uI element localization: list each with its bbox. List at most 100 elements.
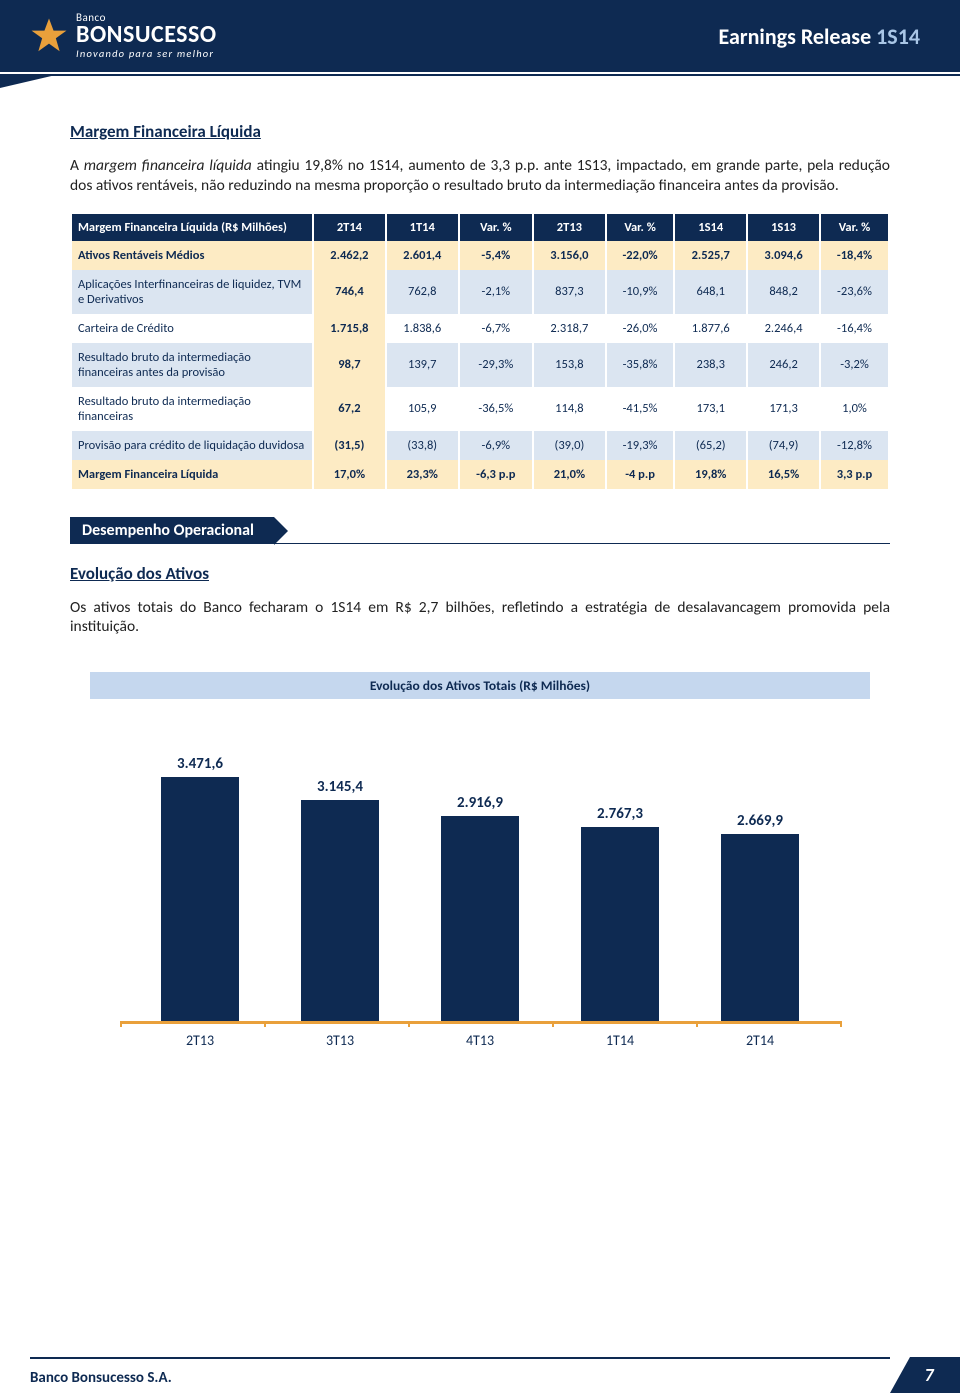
bar-rect [581,827,659,1021]
cell: 2.462,2 [314,241,385,270]
table-row: Ativos Rentáveis Médios2.462,22.601,4-5,… [72,241,888,270]
table-row: Provisão para crédito de liquidação duvi… [72,431,888,460]
bar-item: 3.145,4 [277,778,403,1021]
cell: 173,1 [675,387,746,431]
cell: 23,3% [387,460,458,489]
cell: 3.094,6 [748,241,819,270]
row-label: Margem Financeira Líquida [72,460,312,489]
th-col: Var. % [607,214,674,241]
table-body: Ativos Rentáveis Médios2.462,22.601,4-5,… [72,241,888,489]
cell: 746,4 [314,270,385,314]
axis-tick [552,1021,554,1027]
cell: 16,5% [748,460,819,489]
section-ribbon: Desempenho Operacional [70,517,890,545]
cell: 238,3 [675,343,746,387]
logo-text: Banco BONSUCESSO Inovando para ser melho… [76,12,217,60]
axis-tick [840,1021,842,1027]
cell: 171,3 [748,387,819,431]
cell: -29,3% [460,343,532,387]
page-number: 7 [924,1364,933,1386]
section-title-margem: Margem Financeira Líquida [70,121,890,142]
cell: -23,6% [821,270,888,314]
cell: 105,9 [387,387,458,431]
cell: 2.246,4 [748,314,819,343]
row-label: Provisão para crédito de liquidação duvi… [72,431,312,460]
cell: -16,4% [821,314,888,343]
star-icon [30,17,68,55]
cell: 1.715,8 [314,314,385,343]
cell: (33,8) [387,431,458,460]
bar-item: 2.916,9 [417,794,543,1021]
cell: 648,1 [675,270,746,314]
cell: 2.525,7 [675,241,746,270]
table-margem: Margem Financeira Líquida (R$ Milhões) 2… [70,214,890,489]
bar-item: 2.669,9 [697,812,823,1022]
cell: 2.601,4 [387,241,458,270]
cell: -36,5% [460,387,532,431]
cell: 1.838,6 [387,314,458,343]
cell: (74,9) [748,431,819,460]
cell: -22,0% [607,241,674,270]
x-label: 3T13 [277,1032,403,1049]
row-label: Carteira de Crédito [72,314,312,343]
cell: -35,8% [607,343,674,387]
cell: -2,1% [460,270,532,314]
th-col: 1S14 [675,214,746,241]
chart-plot-area: 3.471,6 3.145,4 2.916,9 2.767,3 2.669,9 [120,734,840,1024]
cell: -10,9% [607,270,674,314]
cell: -6,9% [460,431,532,460]
row-label: Aplicações Interfinanceiras de liquidez,… [72,270,312,314]
table-row: Margem Financeira Líquida17,0%23,3%-6,3 … [72,460,888,489]
cell: (39,0) [534,431,605,460]
cell: -6,3 p.p [460,460,532,489]
row-label: Resultado bruto da intermediação finance… [72,387,312,431]
cell: 19,8% [675,460,746,489]
release-title: Earnings Release 1S14 [719,23,921,50]
page-content: Margem Financeira Líquida A margem finan… [0,76,960,1064]
cell: 848,2 [748,270,819,314]
table-header-row: Margem Financeira Líquida (R$ Milhões) 2… [72,214,888,241]
logo-brand: BONSUCESSO [76,23,217,47]
cell: 21,0% [534,460,605,489]
bar-item: 2.767,3 [557,805,683,1021]
row-label: Resultado bruto da intermediação finance… [72,343,312,387]
cell: 837,3 [534,270,605,314]
para-margem: A margem financeira líquida atingiu 19,8… [70,156,890,196]
x-label: 4T13 [417,1032,543,1049]
th-col: Var. % [460,214,532,241]
cell: 1.877,6 [675,314,746,343]
ribbon-line [70,543,890,544]
cell: 762,8 [387,270,458,314]
cell: (31,5) [314,431,385,460]
th-col: 2T13 [534,214,605,241]
bar-rect [301,800,379,1021]
logo-block: Banco BONSUCESSO Inovando para ser melho… [30,12,217,60]
th-col: Var. % [821,214,888,241]
cell: -4 p.p [607,460,674,489]
cell: 3,3 p.p [821,460,888,489]
page-header: Banco BONSUCESSO Inovando para ser melho… [0,0,960,72]
table-row: Resultado bruto da intermediação finance… [72,387,888,431]
bar-rect [721,834,799,1022]
footer-line [30,1357,890,1359]
bar-value-label: 2.916,9 [457,794,503,812]
header-accent-icon [0,74,60,88]
cell: 2.318,7 [534,314,605,343]
cell: 17,0% [314,460,385,489]
cell: 67,2 [314,387,385,431]
bar-value-label: 2.767,3 [597,805,643,823]
cell: -41,5% [607,387,674,431]
cell: -19,3% [607,431,674,460]
axis-tick [408,1021,410,1027]
footer-company: Banco Bonsucesso S.A. [30,1369,172,1387]
page-number-badge: 7 [890,1357,960,1393]
bar-chart: 3.471,63.145,42.916,92.767,32.669,9 2T13… [120,734,840,1064]
x-label: 2T14 [697,1032,823,1049]
cell: -6,7% [460,314,532,343]
table-row: Resultado bruto da intermediação finance… [72,343,888,387]
para-ativos: Os ativos totais do Banco fecharam o 1S1… [70,598,890,638]
bar-value-label: 3.471,6 [177,755,223,773]
bar-value-label: 2.669,9 [737,812,783,830]
cell: 114,8 [534,387,605,431]
release-label: Earnings Release [719,23,872,50]
